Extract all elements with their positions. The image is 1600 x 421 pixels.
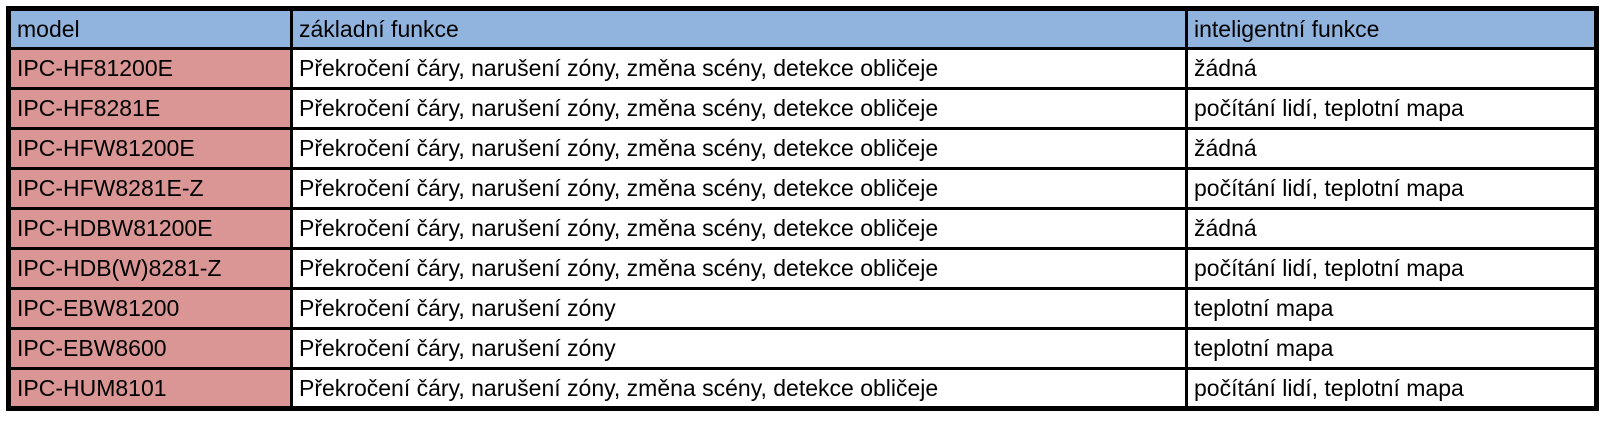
model-cell: IPC-HDB(W)8281-Z [7,247,293,290]
table-row: IPC-EBW8600 Překročení čáry, narušení zó… [7,327,1598,370]
model-cell: IPC-HFW8281E-Z [7,167,293,210]
basic-functions-cell: Překročení čáry, narušení zóny, změna sc… [290,127,1188,170]
intelligent-functions-cell: počítání lidí, teplotní mapa [1185,167,1598,210]
header-cell-model: model [7,7,293,50]
intelligent-functions-cell: teplotní mapa [1185,287,1598,330]
model-cell: IPC-EBW81200 [7,287,293,330]
basic-functions-cell: Překročení čáry, narušení zóny, změna sc… [290,247,1188,290]
intelligent-functions-cell: žádná [1185,207,1598,250]
intelligent-functions-cell: žádná [1185,47,1598,90]
intelligent-functions-cell: teplotní mapa [1185,327,1598,370]
basic-functions-cell: Překročení čáry, narušení zóny [290,287,1188,330]
camera-feature-table: model základní funkce inteligentní funkc… [6,6,1599,411]
model-cell: IPC-EBW8600 [7,327,293,370]
intelligent-functions-cell: počítání lidí, teplotní mapa [1185,367,1598,410]
model-cell: IPC-HDBW81200E [7,207,293,250]
header-cell-intelligent-functions: inteligentní funkce [1185,7,1598,50]
model-cell: IPC-HFW81200E [7,127,293,170]
table-row: IPC-EBW81200 Překročení čáry, narušení z… [7,287,1598,330]
table-row: IPC-HF8281E Překročení čáry, narušení zó… [7,87,1598,130]
basic-functions-cell: Překročení čáry, narušení zóny, změna sc… [290,207,1188,250]
table-row: IPC-HUM8101 Překročení čáry, narušení zó… [7,367,1598,410]
basic-functions-cell: Překročení čáry, narušení zóny, změna sc… [290,167,1188,210]
table-row: IPC-HF81200E Překročení čáry, narušení z… [7,47,1598,90]
intelligent-functions-cell: žádná [1185,127,1598,170]
table-row: IPC-HFW81200E Překročení čáry, narušení … [7,127,1598,170]
model-cell: IPC-HF8281E [7,87,293,130]
header-row: model základní funkce inteligentní funkc… [7,7,1598,50]
header-cell-basic-functions: základní funkce [290,7,1188,50]
basic-functions-cell: Překročení čáry, narušení zóny [290,327,1188,370]
intelligent-functions-cell: počítání lidí, teplotní mapa [1185,247,1598,290]
model-cell: IPC-HUM8101 [7,367,293,410]
intelligent-functions-cell: počítání lidí, teplotní mapa [1185,87,1598,130]
basic-functions-cell: Překročení čáry, narušení zóny, změna sc… [290,47,1188,90]
model-cell: IPC-HF81200E [7,47,293,90]
basic-functions-cell: Překročení čáry, narušení zóny, změna sc… [290,87,1188,130]
table-row: IPC-HDB(W)8281-Z Překročení čáry, naruše… [7,247,1598,290]
table-row: IPC-HDBW81200E Překročení čáry, narušení… [7,207,1598,250]
basic-functions-cell: Překročení čáry, narušení zóny, změna sc… [290,367,1188,410]
table-row: IPC-HFW8281E-Z Překročení čáry, narušení… [7,167,1598,210]
